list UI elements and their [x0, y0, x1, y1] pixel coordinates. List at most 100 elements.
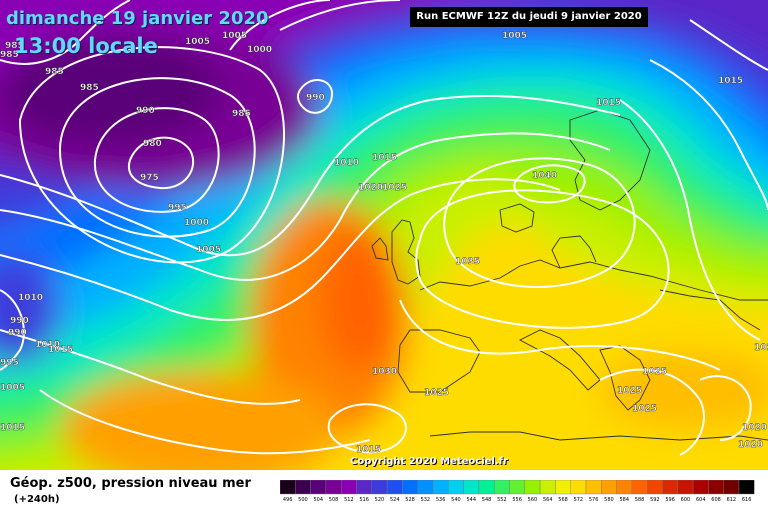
scale-tick-label: 616 [742, 497, 752, 502]
scale-swatch [432, 480, 449, 495]
isobar-label: 1000 [184, 218, 209, 228]
isobar-label: 1015 [372, 153, 397, 163]
isobar-label: 1005 [0, 383, 25, 393]
scale-swatch [509, 480, 526, 495]
scale-tick-label: 528 [405, 497, 415, 502]
scale-swatch [386, 480, 403, 495]
isobar-label: 1035 [455, 257, 480, 267]
scale-tick-label: 540 [451, 497, 461, 502]
scale-swatch [616, 480, 633, 495]
scale-swatch [692, 480, 709, 495]
isobar-label: 1025 [754, 343, 768, 353]
scale-swatch [601, 480, 617, 495]
scale-swatch [448, 480, 464, 495]
isobar-label: 985 [0, 50, 19, 60]
scale-tick-label: 596 [665, 497, 675, 502]
scale-tick-label: 532 [421, 497, 431, 502]
model-run-banner: Run ECMWF 12Z du jeudi 9 janvier 2020 [410, 7, 648, 27]
scale-swatch [371, 480, 388, 495]
scale-swatch [585, 480, 602, 495]
scale-swatch [570, 480, 587, 495]
isobar-label: 995 [168, 203, 187, 213]
scale-swatch [708, 480, 724, 495]
scale-swatch [325, 480, 342, 495]
scale-tick-label: 520 [375, 497, 385, 502]
scale-swatch [295, 480, 311, 495]
scale-swatch [555, 480, 571, 495]
isobar-label: 980 [143, 139, 162, 149]
isobar-label: 990 [136, 106, 155, 116]
isobar-label: 1015 [48, 345, 73, 355]
color-scale-bar: 496 500 504 508 512 516 520 524 528 532 536 540 544 5… [280, 480, 755, 502]
scale-tick-label: 600 [681, 497, 691, 502]
scale-tick-label: 604 [696, 497, 706, 502]
scale-swatch [524, 480, 541, 495]
scale-tick-label: 536 [436, 497, 446, 502]
forecast-time: 13:00 locale [14, 34, 158, 58]
scale-tick-label: 556 [512, 497, 522, 502]
isobars [0, 0, 768, 455]
scale-swatch [539, 480, 556, 495]
isobar-label: 985 [232, 109, 251, 119]
isobar-label: 990 [306, 93, 325, 103]
isobar-label: 1005 [196, 245, 221, 255]
scale-tick-label: 500 [298, 497, 308, 502]
scale-tick-label: 560 [528, 497, 538, 502]
scale-tick-label: 564 [543, 497, 553, 502]
scale-swatch [402, 480, 418, 495]
isobar-label: 1005 [185, 37, 210, 47]
isobar-label: 1010 [334, 158, 359, 168]
scale-swatch [662, 480, 679, 495]
isobar-label: 1010 [35, 340, 60, 350]
scale-swatch [723, 480, 740, 495]
forecast-date: dimanche 19 janvier 2020 [6, 8, 269, 29]
coastlines [371, 109, 768, 441]
scale-tick-label: 568 [558, 497, 568, 502]
isobar-label: 990 [10, 316, 29, 326]
isobar-label: 1020 [738, 440, 763, 450]
scale-tick-label: 552 [497, 497, 507, 502]
isobar-label: 1030 [372, 367, 397, 377]
scale-swatch [677, 480, 694, 495]
scale-tick-label: 496 [283, 497, 293, 502]
scale-tick-label: 524 [390, 497, 400, 502]
scale-tick-label: 544 [466, 497, 476, 502]
isobar-label: 985 [45, 67, 64, 77]
isobar-label: 1015 [596, 98, 621, 108]
scale-tick-label: 584 [619, 497, 629, 502]
scale-tick-label: 580 [604, 497, 614, 502]
legend-title: Géop. z500, pression niveau mer [10, 476, 251, 491]
scale-tick-label: 512 [344, 497, 354, 502]
isobar-label: 1000 [247, 45, 272, 55]
isobar-label: 1020 [358, 183, 383, 193]
scale-tick-label: 608 [711, 497, 721, 502]
isobar-label: 1025 [382, 183, 407, 193]
isobar-label: 990 [8, 328, 27, 338]
legend-footer: Géop. z500, pression niveau mer (+240h) … [0, 470, 768, 512]
isobar-label: 1025 [617, 386, 642, 396]
isobar-label: 975 [140, 173, 159, 183]
copyright-text: Copyright 2020 Meteociel.fr [350, 456, 508, 467]
scale-swatch [631, 480, 648, 495]
isobar-label: 995 [0, 358, 19, 368]
isobar-label: 1025 [642, 367, 667, 377]
isobar-label: 1020 [742, 423, 767, 433]
scale-swatch [647, 480, 663, 495]
scale-swatch [463, 480, 480, 495]
lead-time: (+240h) [14, 494, 60, 505]
scale-tick-label: 592 [650, 497, 660, 502]
scale-tick-label: 572 [574, 497, 584, 502]
scale-tick-label: 548 [482, 497, 492, 502]
scale-swatch [417, 480, 434, 495]
scale-swatch [478, 480, 495, 495]
scale-tick-label: 612 [727, 497, 737, 502]
scale-swatch [280, 480, 296, 495]
isobar-label: 985 [5, 41, 24, 51]
scale-tick-label: 516 [359, 497, 369, 502]
scale-swatch [341, 480, 357, 495]
scale-swatch [356, 480, 373, 495]
isobar-label: 985 [80, 83, 99, 93]
isobar-label: 1040 [532, 171, 557, 181]
scale-tick-label: 588 [635, 497, 645, 502]
